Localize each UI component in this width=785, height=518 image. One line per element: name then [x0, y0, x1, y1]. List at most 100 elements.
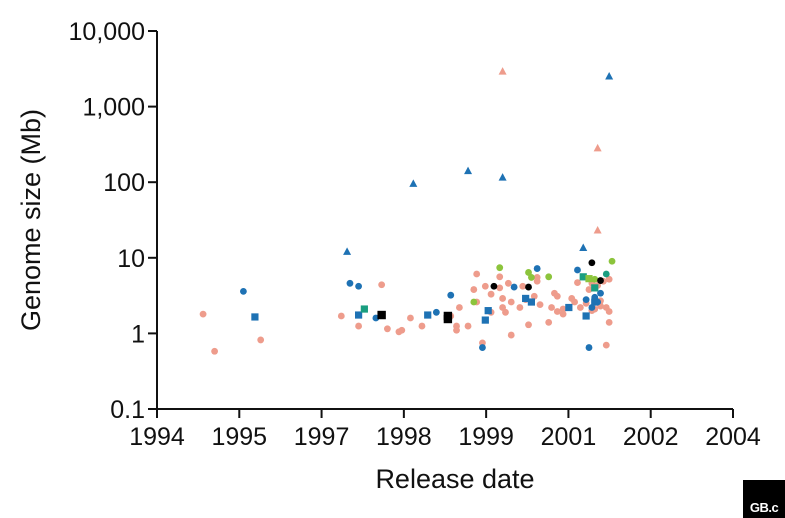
data-point-square [443, 314, 453, 324]
x-axis-title: Release date [375, 464, 534, 494]
x-tick-label: 1999 [458, 423, 514, 451]
data-point-square [377, 310, 386, 320]
data-point-circle [447, 291, 455, 299]
data-point-circle [605, 275, 613, 283]
y-tick-label: 10 [117, 245, 145, 273]
data-point-circle [559, 310, 567, 318]
y-tick-label: 1,000 [82, 94, 145, 122]
axis-labels: Release date Genome size (Mb) [16, 109, 535, 494]
data-point-circle [496, 264, 504, 272]
data-point-circle [499, 295, 506, 302]
y-tick-label: 10,000 [69, 18, 145, 46]
x-tick-label: 1995 [211, 423, 267, 451]
data-point-circle [588, 259, 596, 267]
data-point-circle [470, 298, 478, 306]
publisher-logo-text: GB.c [749, 500, 779, 515]
y-tick-label: 100 [103, 169, 145, 197]
data-points [199, 67, 616, 355]
data-point-circle [346, 279, 354, 287]
data-point-circle [591, 275, 599, 283]
data-point-circle [553, 308, 561, 315]
data-point-circle [355, 322, 362, 330]
data-point-circle [490, 282, 498, 290]
data-point-circle [588, 304, 596, 311]
data-point-circle [479, 339, 486, 347]
data-point-circle [453, 326, 460, 334]
x-tick-label: 1997 [294, 423, 350, 451]
data-point-circle [502, 308, 509, 316]
data-point-square [424, 311, 432, 319]
data-point-triangle [464, 166, 473, 175]
data-point-circle [384, 325, 391, 333]
data-point-circle [585, 344, 593, 351]
data-point-circle [574, 279, 581, 286]
data-point-circle [199, 310, 207, 318]
data-point-circle [496, 284, 504, 292]
x-tick-label: 1998 [376, 423, 432, 451]
data-point-circle [574, 266, 581, 274]
data-point-circle [507, 331, 515, 339]
data-point-square [582, 312, 590, 320]
data-point-square [585, 275, 593, 283]
data-point-circle [378, 281, 386, 289]
data-point-circle [525, 283, 532, 291]
data-point-circle [559, 305, 567, 313]
data-point-triangle [593, 225, 602, 234]
data-point-circle [571, 298, 578, 306]
data-point-circle [597, 289, 604, 297]
data-point-circle [525, 321, 532, 329]
data-point-circle [487, 290, 495, 298]
data-point-circle [545, 273, 553, 281]
data-point-circle [585, 286, 593, 293]
data-point-circle [576, 304, 584, 311]
data-point-circle [432, 308, 440, 316]
data-point-circle [418, 322, 426, 330]
data-point-circle [602, 270, 610, 278]
data-point-square [481, 316, 489, 324]
data-point-circle [470, 286, 478, 293]
data-point-circle [553, 292, 561, 300]
data-point-circle [519, 282, 527, 290]
y-tick-label: 1 [131, 320, 145, 348]
data-point-triangle [593, 143, 602, 152]
data-point-circle [479, 344, 486, 351]
data-point-square [360, 305, 368, 313]
data-point-circle [536, 301, 544, 309]
data-point-circle [398, 326, 406, 334]
data-point-square [484, 307, 492, 315]
data-point-circle [602, 341, 610, 349]
data-point-circle [608, 257, 616, 265]
data-point-circle [582, 296, 590, 303]
plot-axes: 1994 1995 1997 1998 1999 2001 2002 2004 0.1 1 10 10… [69, 18, 761, 451]
data-point-circle [496, 273, 504, 281]
data-point-circle [257, 336, 265, 344]
data-point-circle [504, 279, 512, 287]
x-tick-label: 1994 [129, 423, 185, 451]
data-point-circle [510, 283, 518, 291]
data-point-circle [211, 347, 219, 355]
data-point-circle [545, 318, 553, 326]
data-point-triangle [343, 247, 352, 255]
y-tick-label: 0.1 [110, 396, 145, 424]
data-point-circle [407, 314, 414, 322]
data-point-circle [528, 274, 535, 281]
data-point-square [355, 311, 363, 319]
data-point-square [527, 298, 535, 306]
data-point-square [591, 284, 599, 292]
data-point-triangle [498, 67, 507, 75]
publisher-logo-badge: GB.c [743, 480, 785, 518]
data-point-square [591, 298, 599, 306]
data-point-circle [516, 304, 524, 311]
x-tick-label: 2004 [705, 423, 761, 451]
data-point-triangle [409, 179, 418, 187]
data-point-circle [240, 287, 247, 295]
data-point-circle [507, 298, 515, 306]
data-point-triangle [498, 173, 507, 181]
data-point-square [251, 313, 259, 321]
data-point-circle [481, 282, 489, 290]
data-point-triangle [605, 72, 614, 80]
data-point-square [579, 273, 587, 281]
data-point-circle [605, 318, 613, 326]
data-point-square [522, 294, 530, 303]
